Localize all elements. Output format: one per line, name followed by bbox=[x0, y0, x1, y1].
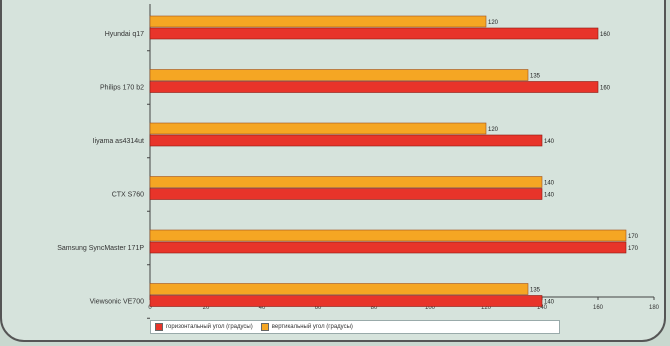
data-label-horizontal: 140 bbox=[544, 193, 555, 199]
legend-label-horizontal: горизонтальный угол (градусы) bbox=[166, 324, 253, 330]
data-label-horizontal: 170 bbox=[628, 246, 639, 252]
bar-vertical-angle bbox=[149, 69, 529, 81]
x-tick-label: 40 bbox=[259, 305, 266, 311]
x-tick-label: 80 bbox=[371, 305, 378, 311]
data-label-vertical: 170 bbox=[628, 234, 639, 240]
bar-vertical-angle bbox=[149, 283, 529, 295]
bar-horizontal-angle bbox=[149, 295, 543, 307]
legend-swatch-horizontal bbox=[155, 323, 163, 331]
x-tick-label: 0 bbox=[148, 305, 152, 311]
data-label-horizontal: 160 bbox=[600, 86, 611, 92]
bar-vertical-angle bbox=[149, 15, 487, 28]
data-label-vertical: 140 bbox=[544, 181, 555, 187]
bar-horizontal-angle bbox=[149, 134, 543, 147]
bar-vertical-angle bbox=[149, 176, 543, 188]
x-tick-label: 160 bbox=[593, 305, 604, 311]
data-label-vertical: 120 bbox=[488, 127, 499, 133]
bar-horizontal-angle bbox=[149, 241, 627, 254]
bar-horizontal-angle bbox=[149, 27, 599, 40]
data-label-horizontal: 140 bbox=[544, 300, 555, 306]
chart-legend: горизонтальный угол (градусы) вертикальн… bbox=[150, 320, 560, 334]
x-tick-label: 100 bbox=[425, 305, 436, 311]
category-label: Viewsonic VE700 bbox=[90, 299, 144, 306]
category-label: Iiyama as4314ut bbox=[93, 138, 144, 145]
category-label: Hyundai q17 bbox=[105, 31, 144, 38]
bar-vertical-angle bbox=[149, 122, 487, 135]
x-tick-label: 60 bbox=[315, 305, 322, 311]
x-tick-label: 140 bbox=[537, 305, 548, 311]
data-label-horizontal: 160 bbox=[600, 32, 611, 38]
data-label-vertical: 120 bbox=[488, 20, 499, 26]
category-label: CTX S760 bbox=[112, 192, 144, 199]
x-tick-label: 180 bbox=[649, 305, 660, 311]
bar-vertical-angle bbox=[149, 229, 627, 242]
bar-horizontal-angle bbox=[149, 81, 599, 93]
data-label-vertical: 135 bbox=[530, 74, 541, 80]
x-tick-label: 120 bbox=[481, 305, 492, 311]
legend-item-horizontal: горизонтальный угол (градусы) bbox=[155, 323, 253, 331]
data-label-horizontal: 140 bbox=[544, 139, 555, 145]
bar-horizontal-angle bbox=[149, 188, 543, 200]
legend-swatch-vertical bbox=[260, 323, 269, 331]
legend-item-vertical: вертикальный угол (градусы) bbox=[260, 323, 353, 331]
data-label-vertical: 135 bbox=[530, 288, 541, 294]
category-label: Samsung SyncMaster 171P bbox=[57, 245, 144, 252]
category-label: Philips 170 b2 bbox=[100, 85, 144, 92]
legend-label-vertical: вертикальный угол (градусы) bbox=[271, 324, 353, 330]
x-tick-label: 20 bbox=[203, 305, 210, 311]
